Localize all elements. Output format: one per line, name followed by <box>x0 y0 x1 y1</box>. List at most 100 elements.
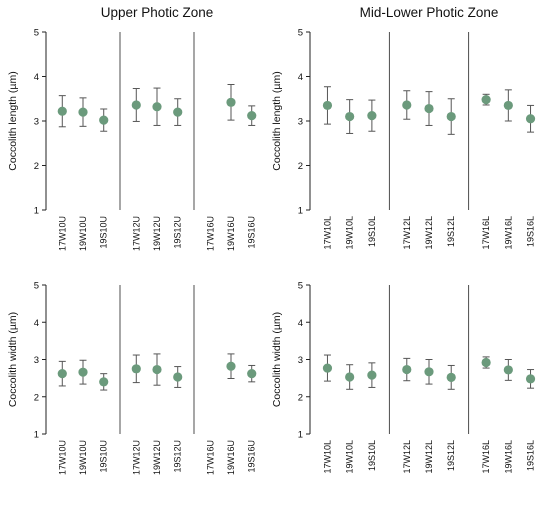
y-tick-label: 1 <box>34 430 39 441</box>
y-tick-label: 3 <box>34 117 39 128</box>
category-label: 19S12U <box>173 216 183 249</box>
y-axis-label: Coccolith width (µm) <box>7 312 19 407</box>
category-label: 19S12L <box>446 216 456 247</box>
category-label: 19W10L <box>345 440 355 474</box>
panel-title: Upper Photic Zone <box>101 5 214 20</box>
category-label: 17W16L <box>481 216 491 250</box>
y-tick-label: 4 <box>298 318 303 329</box>
data-point <box>131 100 141 110</box>
y-tick-label: 1 <box>34 206 39 217</box>
y-tick-label: 4 <box>34 318 39 329</box>
category-label: 19W12U <box>152 216 162 251</box>
category-label: 17W12U <box>131 440 141 475</box>
panel-title: Mid-Lower Photic Zone <box>360 5 499 20</box>
data-point <box>446 111 456 122</box>
data-point <box>367 111 377 121</box>
y-tick-label: 3 <box>298 355 303 366</box>
y-tick-label: 1 <box>298 206 303 217</box>
panel-upper-length: Upper Photic Zone 1 2 3 4 5 Coccolith length (… <box>7 5 257 251</box>
data-point <box>322 363 333 373</box>
y-tick-label: 3 <box>298 117 303 128</box>
data-point <box>525 114 536 124</box>
category-label: 19S16U <box>247 216 257 249</box>
data-point <box>152 364 162 375</box>
data-point <box>99 115 109 125</box>
data-point <box>367 370 377 380</box>
data-point <box>424 367 434 377</box>
data-point <box>525 374 536 384</box>
category-label: 19S12L <box>446 440 456 471</box>
data-point <box>173 372 183 382</box>
category-label: 19S12U <box>173 440 183 473</box>
data-point <box>226 97 236 107</box>
data-point <box>503 365 513 375</box>
category-label: 19S10L <box>367 440 377 471</box>
category-label: 19W12L <box>424 440 434 474</box>
data-point <box>99 377 109 387</box>
data-point <box>481 357 491 368</box>
y-axis-label: Coccolith length (µm) <box>7 71 19 170</box>
category-label: 17W10L <box>322 440 332 474</box>
data-point <box>131 364 141 374</box>
category-label: 17W10L <box>322 216 332 250</box>
data-point <box>481 95 491 105</box>
y-tick-label: 2 <box>298 392 303 403</box>
data-point <box>247 111 257 121</box>
data-point <box>247 369 257 379</box>
data-point <box>345 372 355 382</box>
category-label: 17W10U <box>57 440 67 475</box>
y-tick-label: 2 <box>298 161 303 172</box>
data-point <box>57 369 67 379</box>
category-label: 17W12L <box>402 216 412 250</box>
y-tick-label: 2 <box>34 161 39 172</box>
data-point <box>78 367 88 377</box>
category-label: 19W12U <box>152 440 162 475</box>
data-point <box>152 102 162 112</box>
y-tick-label: 5 <box>298 281 303 292</box>
category-label: 17W12L <box>402 440 412 474</box>
data-point <box>226 361 236 371</box>
data-point <box>446 372 456 382</box>
category-label: 19W16U <box>226 216 236 251</box>
y-tick-label: 3 <box>34 355 39 366</box>
category-label: 19S10U <box>99 440 109 473</box>
panel-upper-width: 1 2 3 4 5 Coccolith width (µm) 17W10U 19W10U 19S… <box>7 281 257 476</box>
category-label: 19S10L <box>367 216 377 247</box>
y-tick-label: 5 <box>34 28 39 39</box>
category-label: 17W16U <box>205 440 215 475</box>
data-point <box>503 100 513 111</box>
data-point <box>173 107 183 117</box>
y-tick-label: 2 <box>34 392 39 403</box>
data-point <box>424 103 434 114</box>
y-tick-label: 1 <box>298 430 303 441</box>
data-point <box>402 100 412 110</box>
category-label: 19W16L <box>503 216 513 250</box>
panel-midlower-width: 1 2 3 4 5 Coccolith width (µm) 17W10L 19W10L 19S… <box>271 281 536 474</box>
data-point <box>402 364 412 375</box>
category-label: 19W10U <box>78 216 88 251</box>
category-label: 19S10U <box>99 216 109 249</box>
y-tick-label: 5 <box>298 28 303 39</box>
category-label: 17W16L <box>481 440 491 474</box>
category-label: 19S16U <box>247 440 257 473</box>
category-label: 17W16U <box>205 216 215 251</box>
data-point <box>345 111 355 122</box>
panel-midlower-length: Mid-Lower Photic Zone 1 2 3 4 5 Coccolith leng… <box>271 5 536 250</box>
category-label: 19W10L <box>345 216 355 250</box>
category-label: 17W12U <box>131 216 141 251</box>
y-tick-label: 4 <box>298 72 303 83</box>
data-point <box>322 100 333 111</box>
data-point <box>78 107 88 117</box>
y-axis-label: Coccolith width (µm) <box>271 312 283 407</box>
y-tick-label: 4 <box>34 72 39 83</box>
category-label: 17W10U <box>57 216 67 251</box>
data-point <box>57 106 67 116</box>
category-label: 19W16L <box>503 440 513 474</box>
y-axis-label: Coccolith length (µm) <box>271 71 283 170</box>
category-label: 19W12L <box>424 216 434 250</box>
y-tick-label: 5 <box>34 281 39 292</box>
category-label: 19S16L <box>526 216 536 247</box>
category-label: 19S16L <box>526 440 536 471</box>
category-label: 19W16U <box>226 440 236 475</box>
